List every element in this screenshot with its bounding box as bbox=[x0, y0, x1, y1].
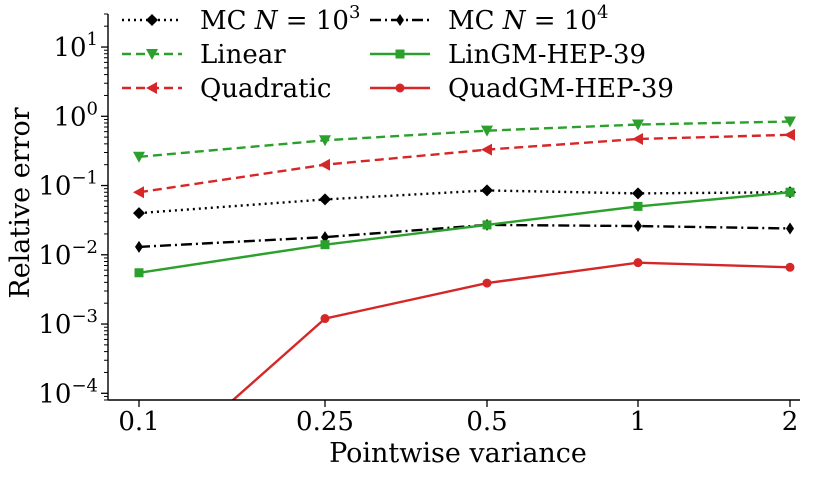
data-point bbox=[632, 187, 644, 200]
data-point bbox=[632, 119, 644, 131]
data-point bbox=[481, 184, 493, 197]
series-quadratic bbox=[133, 128, 795, 199]
x-tick-label: 2 bbox=[782, 407, 799, 437]
legend-marker bbox=[146, 82, 157, 94]
data-point bbox=[320, 240, 330, 250]
series-line bbox=[138, 191, 791, 274]
data-point bbox=[319, 158, 330, 171]
data-point bbox=[133, 186, 144, 199]
series-lingm-hep-39 bbox=[134, 187, 795, 278]
data-point bbox=[482, 278, 492, 288]
data-point bbox=[134, 268, 144, 278]
data-point bbox=[482, 220, 492, 230]
legend-item: LinGM-HEP-39 bbox=[370, 40, 646, 70]
legend-label-text: MC bbox=[200, 6, 255, 36]
series-layer bbox=[133, 116, 796, 400]
series-line bbox=[138, 120, 791, 158]
data-point bbox=[784, 128, 795, 141]
data-point bbox=[481, 125, 493, 137]
legend-item: MC N = 104 bbox=[370, 2, 608, 36]
data-point bbox=[321, 231, 329, 244]
data-point bbox=[481, 143, 492, 156]
y-tick-label: 10−3 bbox=[38, 306, 98, 340]
y-tick-base: 10 bbox=[38, 172, 71, 202]
legend-label-exponent: 4 bbox=[597, 2, 608, 23]
legend-label-text: MC bbox=[448, 6, 503, 36]
y-tick-exponent: 1 bbox=[87, 29, 98, 50]
x-ticks: 0.1 0.25 0.5 1 2 bbox=[118, 400, 798, 437]
data-point bbox=[785, 187, 795, 197]
data-point bbox=[135, 240, 143, 253]
x-tick-label: 0.5 bbox=[466, 407, 507, 437]
y-tick-base: 10 bbox=[38, 241, 71, 271]
legend-label-equals: = 10 bbox=[526, 6, 597, 36]
y-tick-exponent: −2 bbox=[71, 237, 98, 258]
series-quadgm-hep-39 bbox=[231, 258, 795, 400]
y-tick-label: 10−4 bbox=[38, 375, 98, 409]
y-tick-label: 101 bbox=[53, 29, 98, 63]
x-tick-label: 0.25 bbox=[296, 407, 354, 437]
data-point bbox=[633, 258, 643, 268]
legend-item: Quadratic bbox=[122, 74, 331, 104]
legend-marker bbox=[396, 14, 404, 26]
legend-item: MC N = 103 bbox=[122, 2, 360, 36]
y-tick-label: 100 bbox=[53, 98, 98, 132]
data-point bbox=[133, 151, 145, 163]
y-tick-label: 10−2 bbox=[38, 237, 98, 271]
legend-marker bbox=[395, 83, 405, 93]
legend-label-variable: N bbox=[502, 6, 527, 36]
data-point bbox=[320, 314, 330, 324]
data-point bbox=[634, 220, 642, 233]
legend-label-variable: N bbox=[254, 6, 279, 36]
legend-label: QuadGM-HEP-39 bbox=[448, 74, 674, 104]
legend-item: QuadGM-HEP-39 bbox=[370, 74, 674, 104]
legend-label: LinGM-HEP-39 bbox=[448, 40, 646, 70]
data-point bbox=[319, 135, 331, 147]
data-point bbox=[319, 193, 331, 206]
data-point bbox=[133, 207, 145, 220]
legend-label-exponent: 3 bbox=[349, 2, 360, 23]
series-line bbox=[138, 133, 791, 194]
series-mc-n-10-4 bbox=[135, 218, 794, 253]
series-linear bbox=[133, 116, 796, 163]
data-point bbox=[785, 262, 795, 272]
x-tick-label: 1 bbox=[630, 407, 647, 437]
y-axis-label: Relative error bbox=[5, 107, 36, 298]
series-line bbox=[138, 223, 791, 249]
data-point bbox=[632, 132, 643, 145]
y-tick-base: 10 bbox=[53, 102, 86, 132]
x-tick-label: 0.1 bbox=[118, 407, 159, 437]
y-tick-base: 10 bbox=[53, 33, 86, 63]
legend-label: Quadratic bbox=[200, 74, 331, 104]
data-point bbox=[633, 201, 643, 211]
legend-item: Linear bbox=[122, 40, 286, 70]
legend-marker bbox=[146, 49, 158, 60]
legend-label: MC N = 104 bbox=[448, 2, 608, 36]
y-tick-exponent: −3 bbox=[71, 306, 98, 327]
legend-marker bbox=[395, 49, 405, 59]
x-axis-label: Pointwise variance bbox=[329, 438, 587, 469]
legend-label-equals: = 10 bbox=[278, 6, 349, 36]
y-tick-exponent: −1 bbox=[71, 168, 98, 189]
data-point bbox=[786, 222, 794, 235]
axes bbox=[107, 14, 800, 401]
y-tick-label: 10−1 bbox=[38, 168, 98, 202]
legend-label: Linear bbox=[200, 40, 286, 70]
legend-label: MC N = 103 bbox=[200, 2, 360, 36]
data-point bbox=[784, 116, 796, 128]
y-tick-base: 10 bbox=[38, 379, 71, 409]
legend-marker bbox=[146, 14, 158, 26]
y-tick-base: 10 bbox=[38, 310, 71, 340]
y-tick-exponent: 0 bbox=[87, 98, 98, 119]
y-tick-exponent: −4 bbox=[71, 375, 98, 396]
